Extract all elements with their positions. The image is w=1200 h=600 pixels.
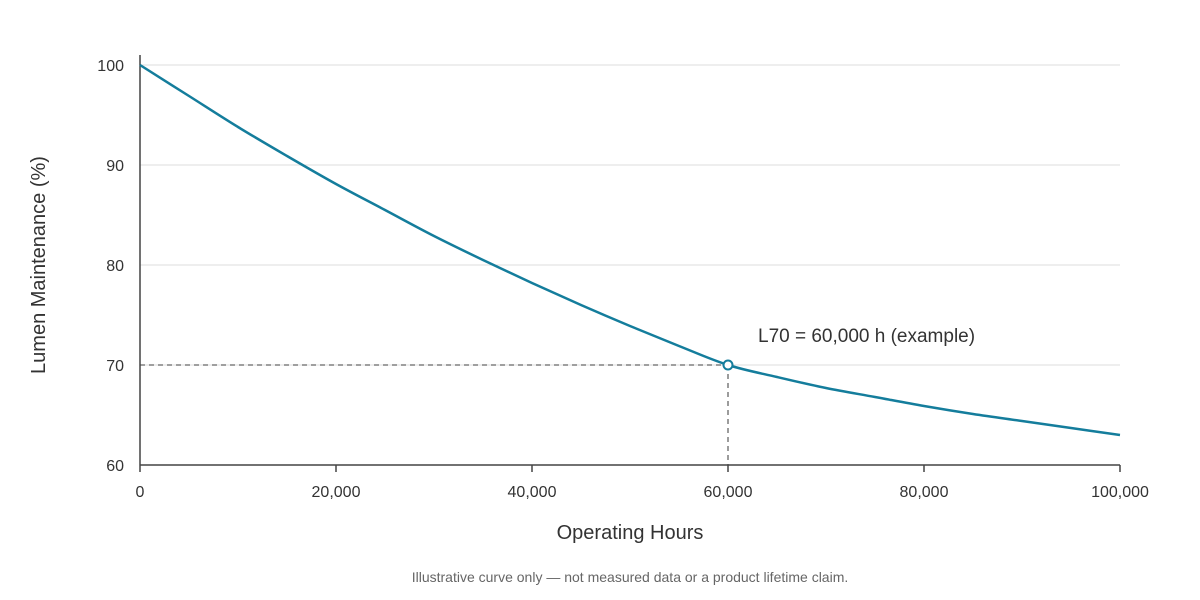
lumen-maintenance-curve (139, 63, 1121, 437)
y-tick-label: 70 (106, 358, 124, 375)
series-layer (139, 63, 1121, 437)
l70-marker-point (722, 359, 734, 371)
axes: 60 70 80 90 100 0 20,000 40,000 60,000 80,000 100,… (97, 55, 1149, 501)
x-tick-label: 80,000 (900, 484, 949, 501)
footnote: Illustrative curve only — not measured d… (412, 569, 849, 585)
gridlines (140, 64, 1120, 366)
x-axis-title: Operating Hours (557, 522, 704, 544)
y-axis-title: Lumen Maintenance (%) (28, 156, 50, 374)
l70-reference-lines (140, 364, 729, 465)
y-tick-label: 80 (106, 258, 124, 275)
y-tick-label: 100 (97, 58, 124, 75)
x-tick-label: 20,000 (312, 484, 361, 501)
x-tick-label: 100,000 (1091, 484, 1149, 501)
labels: Operating Hours Lumen Maintenance (%) L7… (28, 156, 975, 585)
y-tick-label: 90 (106, 158, 124, 175)
x-tick-label: 0 (136, 484, 145, 501)
l70-annotation: L70 = 60,000 h (example) (758, 326, 975, 347)
y-tick-label: 60 (106, 458, 124, 475)
x-tick-label: 60,000 (704, 484, 753, 501)
x-tick-label: 40,000 (508, 484, 557, 501)
